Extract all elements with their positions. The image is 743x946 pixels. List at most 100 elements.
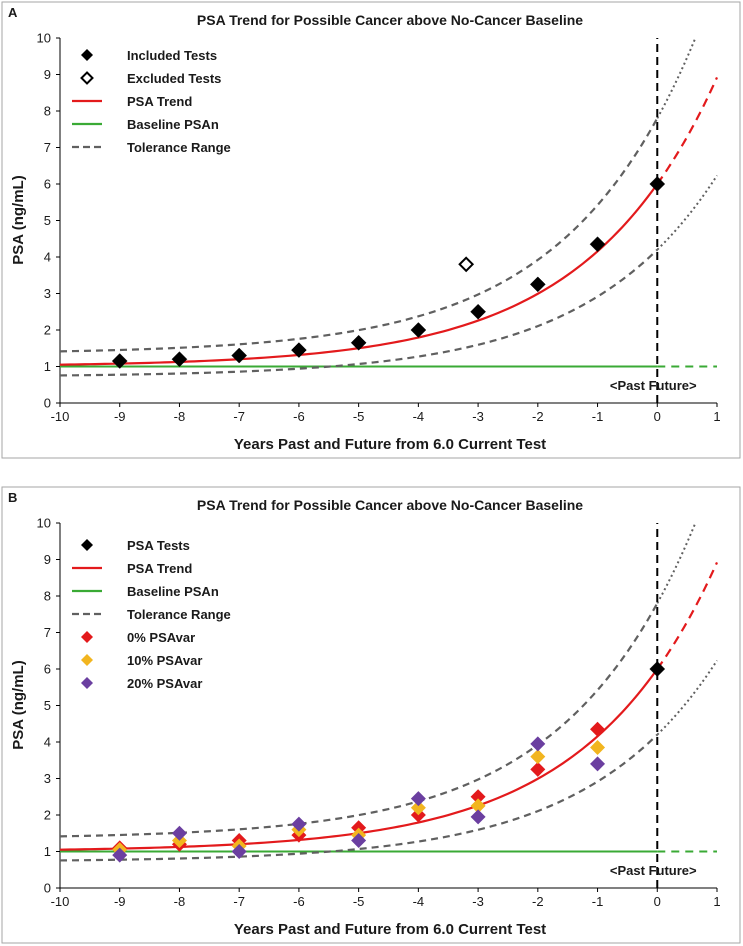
p1-point-20-psavar: [590, 756, 606, 772]
p1-point-20-psavar: [470, 809, 486, 825]
p0-point-included-tests: [231, 347, 248, 364]
p1-x-tick-label: -10: [51, 894, 70, 909]
p0-point-included-tests: [111, 353, 128, 369]
p1-legend-label-0pct-psavar: 0% PSAvar: [127, 630, 195, 645]
p1-point-10-psavar: [470, 798, 486, 814]
p0-x-tick-label: -10: [51, 409, 70, 424]
p1-point-10-psavar: [410, 800, 426, 816]
panel-b-title: PSA Trend for Possible Cancer above No-C…: [197, 497, 583, 513]
p1-x-tick-label: -5: [353, 894, 365, 909]
panel-a-y-axis-label: PSA (ng/mL): [10, 175, 27, 264]
p0-x-tick-label: 1: [713, 409, 720, 424]
p1-y-tick-label: 7: [44, 625, 51, 640]
p0-point-included-tests: [171, 351, 188, 368]
p0-x-tick-label: -4: [413, 409, 425, 424]
p1-tolerance-upper-future-line: [656, 522, 697, 604]
p1-x-tick-label: -8: [174, 894, 186, 909]
p0-legend-label-baseline-psan: Baseline PSAn: [127, 117, 219, 132]
p1-x-tick-label: -2: [532, 894, 544, 909]
panel-a: A PSA Trend for Possible Cancer above No…: [1, 1, 741, 459]
p0-x-tick-label: -3: [472, 409, 484, 424]
p1-point-20-psavar: [410, 791, 426, 807]
p1-legend-swatch-10pct-psavar: [81, 654, 93, 666]
p0-x-tick-label: -9: [114, 409, 126, 424]
p0-y-tick-label: 0: [44, 396, 51, 411]
p1-legend-label-20pct-psavar: 20% PSAvar: [127, 676, 202, 691]
p1-x-tick-label: -1: [592, 894, 604, 909]
p0-point-included-tests: [410, 322, 427, 338]
panel-b-frame: [1, 486, 741, 944]
p1-trend-future-line: [656, 561, 719, 670]
p1-legend-label-tolerance-range: Tolerance Range: [127, 607, 231, 622]
p1-y-tick-label: 5: [44, 698, 51, 713]
p1-y-tick-label: 8: [44, 589, 51, 604]
p1-x-tick-label: 0: [654, 894, 661, 909]
p1-point-10-psavar: [590, 739, 606, 755]
p1-point-20-psavar: [231, 844, 247, 859]
p0-x-tick-label: -5: [353, 409, 365, 424]
p0-x-tick-label: -6: [293, 409, 305, 424]
p0-point-included-tests: [350, 334, 367, 351]
p0-x-tick-label: -7: [233, 409, 245, 424]
p0-y-tick-label: 9: [44, 67, 51, 82]
p0-legend-label-included-tests: Included Tests: [127, 48, 217, 63]
p0-y-tick-label: 8: [44, 104, 51, 119]
panel-a-legend: Included Tests Excluded Tests PSA Trend Bas…: [72, 48, 231, 155]
p0-tolerance-upper-line: [59, 117, 659, 353]
p0-tolerance-lower-line: [59, 248, 659, 377]
panel-a-letter: A: [8, 5, 18, 20]
p1-point-20-psavar: [171, 825, 187, 841]
p1-x-tick-label: -6: [293, 894, 305, 909]
p1-y-tick-label: 1: [44, 844, 51, 859]
p1-tolerance-lower-line: [59, 733, 659, 862]
p0-y-tick-label: 2: [44, 323, 51, 338]
p0-tolerance-lower-future-line: [656, 174, 718, 251]
p0-y-tick-label: 4: [44, 250, 51, 265]
panel-b-legend: PSA Tests PSA Trend Baseline PSAn Tolerance…: [72, 538, 231, 691]
p1-point-10-psavar: [530, 749, 546, 765]
p0-y-tick-label: 6: [44, 177, 51, 192]
p0-y-tick-label: 1: [44, 359, 51, 374]
panel-a-frame: [1, 1, 741, 459]
panel-a-plot-area: -10 -9 -8 -7 -6 -5 -4 -3 -2 -1 0 1012345678910<Past…: [37, 31, 721, 425]
p1-legend-label-psa-tests: PSA Tests: [127, 538, 190, 553]
p1-y-tick-label: 4: [44, 735, 51, 750]
p0-x-tick-label: 0: [654, 409, 661, 424]
p0-point-included-tests: [529, 276, 546, 293]
p0-x-tick-label: -2: [532, 409, 544, 424]
panel-b: B PSA Trend for Possible Cancer above No…: [1, 486, 741, 944]
p1-legend-swatch-20pct-psavar: [81, 677, 93, 689]
p1-point-20-psavar: [530, 736, 546, 752]
p1-x-tick-label: -4: [413, 894, 425, 909]
panel-b-letter: B: [8, 490, 17, 505]
p1-x-tick-label: -9: [114, 894, 126, 909]
p0-past-future-label: <Past Future>: [610, 378, 697, 393]
p0-point-included-tests: [589, 236, 606, 253]
p1-x-tick-label: -3: [472, 894, 484, 909]
p1-point-20-psavar: [112, 847, 128, 863]
p1-y-tick-label: 10: [37, 516, 51, 531]
p0-legend-label-psa-trend: PSA Trend: [127, 94, 192, 109]
p0-x-tick-label: -1: [592, 409, 604, 424]
p0-legend-label-tolerance-range: Tolerance Range: [127, 140, 231, 155]
p1-legend-swatch-psa-tests: [81, 539, 93, 551]
p1-past-future-label: <Past Future>: [610, 863, 697, 878]
panel-b-y-axis-label: PSA (ng/mL): [10, 660, 27, 749]
p0-x-tick-label: -8: [174, 409, 186, 424]
p0-point-included-tests: [470, 303, 486, 320]
p0-legend-swatch-included-tests: [81, 49, 93, 61]
p1-x-tick-label: -7: [233, 894, 245, 909]
p1-point-0-psavar: [470, 789, 486, 805]
p0-legend-label-excluded-tests: Excluded Tests: [127, 71, 221, 86]
p1-y-tick-label: 9: [44, 552, 51, 567]
p0-y-tick-label: 3: [44, 286, 51, 301]
p1-point-0-psavar: [530, 761, 546, 777]
p1-tolerance-lower-future-line: [656, 659, 718, 736]
p1-point-20-psavar: [291, 816, 307, 832]
p0-tolerance-upper-future-line: [656, 37, 697, 119]
p0-point-included-tests: [291, 342, 307, 358]
p1-x-tick-label: 1: [713, 894, 720, 909]
panel-a-x-axis-label: Years Past and Future from 6.0 Current T…: [234, 436, 546, 453]
p1-legend-label-psa-trend: PSA Trend: [127, 561, 192, 576]
